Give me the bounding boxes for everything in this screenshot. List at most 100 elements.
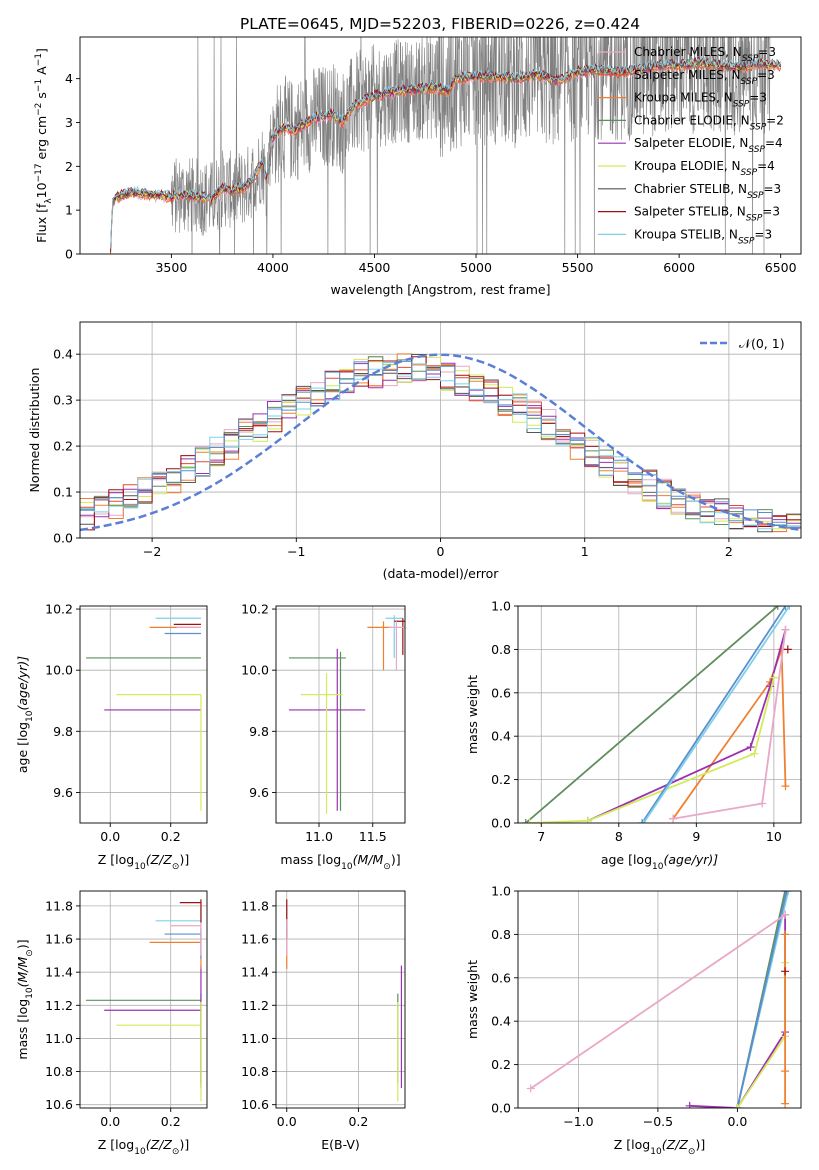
weight-series-line xyxy=(736,962,786,1108)
legend-label: 𝒩(0, 1) xyxy=(739,336,785,351)
y-tick-label: 9.8 xyxy=(53,724,73,739)
plot-area xyxy=(80,891,207,1108)
y-tick-label: 0.8 xyxy=(491,927,511,942)
x-tick-label: 0.0 xyxy=(727,1114,747,1129)
x-tick-label: 0.0 xyxy=(100,829,120,844)
y-tick-label: 11.4 xyxy=(241,965,269,980)
y-axis-label-part: 10 xyxy=(25,710,35,722)
x-axis-label-part: Z [log xyxy=(614,1137,650,1152)
y-tick-label: 11.8 xyxy=(241,898,269,913)
x-tick-label: 10 xyxy=(766,829,782,844)
y-tick-label: 10.6 xyxy=(241,1097,269,1112)
plot-area xyxy=(80,606,207,823)
plot-area xyxy=(518,606,801,823)
y-axis-label-part: Flux [f xyxy=(34,203,49,243)
x-axis-label-part: )] xyxy=(179,1137,189,1152)
y-tick-label: 11.8 xyxy=(45,898,73,913)
chart-spectrum: 3500 4000 4500 5000 5500 6000 6500 0 1 2 3 4 wavelen… xyxy=(34,36,802,297)
x-axis-label-part: ⊙ xyxy=(172,1147,180,1157)
x-axis-label-part: )] xyxy=(179,852,189,867)
y-tick-label: 10.8 xyxy=(45,1064,73,1079)
y-tick-label: 0.2 xyxy=(491,772,511,787)
y-tick-label: 11.4 xyxy=(45,965,73,980)
axes-frame xyxy=(517,605,802,824)
legend-label-part: Kroupa ELODIE, N xyxy=(634,159,741,173)
weight-point-marker xyxy=(784,891,793,895)
figure-title: PLATE=0645, MJD=52203, FIBERID=0226, z=0… xyxy=(240,15,640,33)
x-tick-label: 11.5 xyxy=(359,829,387,844)
chart-age_vs_mass: 11.0 11.5 9.6 9.8 10.0 10.2 mass [log10(M/M⊙)] xyxy=(241,602,406,872)
y-tick-label: 11.0 xyxy=(45,1031,73,1046)
y-tick-label: 1.0 xyxy=(491,599,511,614)
weight-point-marker xyxy=(525,819,534,823)
plot-area xyxy=(110,37,782,254)
weight-point-marker xyxy=(781,891,790,895)
y-tick-label: 0.4 xyxy=(491,729,511,744)
y-tick-label: 0 xyxy=(65,247,73,262)
axes-frame xyxy=(79,36,802,255)
legend-label: Chabrier MILES, NSSP=3 xyxy=(634,45,776,64)
weight-point-marker xyxy=(733,1104,742,1108)
x-axis-label: Z [log10(Z/Z⊙)] xyxy=(614,1137,705,1157)
y-axis-label-part: −1 xyxy=(34,79,44,92)
weight-point-marker xyxy=(785,606,794,610)
x-axis-label-part: Z [log xyxy=(98,852,134,867)
x-tick-label: 5000 xyxy=(460,260,492,275)
y-axis-label: mass weight xyxy=(465,960,480,1039)
x-tick-label: 0.2 xyxy=(161,829,181,844)
legend-label: Chabrier STELIB, NSSP=3 xyxy=(634,182,781,201)
y-tick-label: 0.8 xyxy=(491,642,511,657)
legend-label-part: Chabrier STELIB, N xyxy=(634,182,747,196)
x-axis-label-part: 10 xyxy=(134,1147,146,1157)
y-tick-label: 1.0 xyxy=(491,884,511,899)
histogram-step xyxy=(80,362,801,538)
plot-area xyxy=(276,891,405,1108)
y-axis-label: Flux [fλ10−17 erg cm−2 s−1 A−1] xyxy=(34,48,54,243)
x-tick-label: −2 xyxy=(143,544,161,559)
weight-point-marker xyxy=(583,816,592,823)
x-tick-label: 8 xyxy=(615,829,623,844)
weight-point-marker xyxy=(783,645,792,654)
legend-label-part: Salpeter STELIB, N xyxy=(634,205,746,219)
x-tick-label: 6000 xyxy=(663,260,695,275)
weight-point-marker xyxy=(781,967,790,976)
y-tick-label: 10.8 xyxy=(241,1064,269,1079)
weight-point-marker xyxy=(773,606,782,610)
x-tick-label: −1 xyxy=(287,544,305,559)
chart-mass_vs_Z: 0.0 0.2 10.6 10.8 11.0 11.2 11.4 11.6 11.8 Z [log… xyxy=(15,890,208,1157)
y-axis-label: mass weight xyxy=(465,675,480,754)
weight-point-marker xyxy=(758,799,767,808)
y-tick-label: 0.2 xyxy=(491,1057,511,1072)
weight-point-marker xyxy=(781,606,790,610)
legend-label-part: Chabrier MILES, N xyxy=(634,45,742,59)
x-tick-label: 0.0 xyxy=(100,1114,120,1129)
y-tick-label: 0.0 xyxy=(53,531,73,546)
x-axis-label-part: 10 xyxy=(341,862,353,872)
legend-label: Kroupa MILES, NSSP=3 xyxy=(634,91,767,110)
weight-point-marker xyxy=(781,625,790,634)
legend-label-part: =3 xyxy=(758,45,776,59)
x-tick-label: 7 xyxy=(537,829,545,844)
weight-point-marker xyxy=(669,814,678,823)
plot-area xyxy=(518,891,801,1108)
y-tick-label: 11.6 xyxy=(45,932,73,947)
y-tick-label: 11.2 xyxy=(241,998,269,1013)
axes-frame xyxy=(79,890,208,1109)
axes-frame xyxy=(517,890,802,1109)
y-axis-label: mass [log10(M/M⊙)] xyxy=(15,939,35,1059)
y-tick-label: 0.4 xyxy=(53,347,73,362)
y-tick-label: 0.2 xyxy=(53,439,73,454)
x-axis-label-part: (Z/Z xyxy=(146,1137,173,1152)
legend-label-part: SSP xyxy=(742,54,759,64)
y-tick-label: 10.0 xyxy=(45,663,73,678)
legend-label: Salpeter ELODIE, NSSP=4 xyxy=(634,136,783,155)
weight-point-marker xyxy=(685,1101,694,1108)
weight-series-line xyxy=(587,629,787,822)
y-axis-label-part: A xyxy=(34,66,49,79)
x-axis-label-part: 10 xyxy=(134,862,146,872)
x-axis-label-part: ⊙ xyxy=(172,862,180,872)
y-tick-label: 10.2 xyxy=(241,602,269,617)
y-tick-label: 10.6 xyxy=(45,1097,73,1112)
y-axis-label-part: (age/yr)] xyxy=(15,656,30,711)
